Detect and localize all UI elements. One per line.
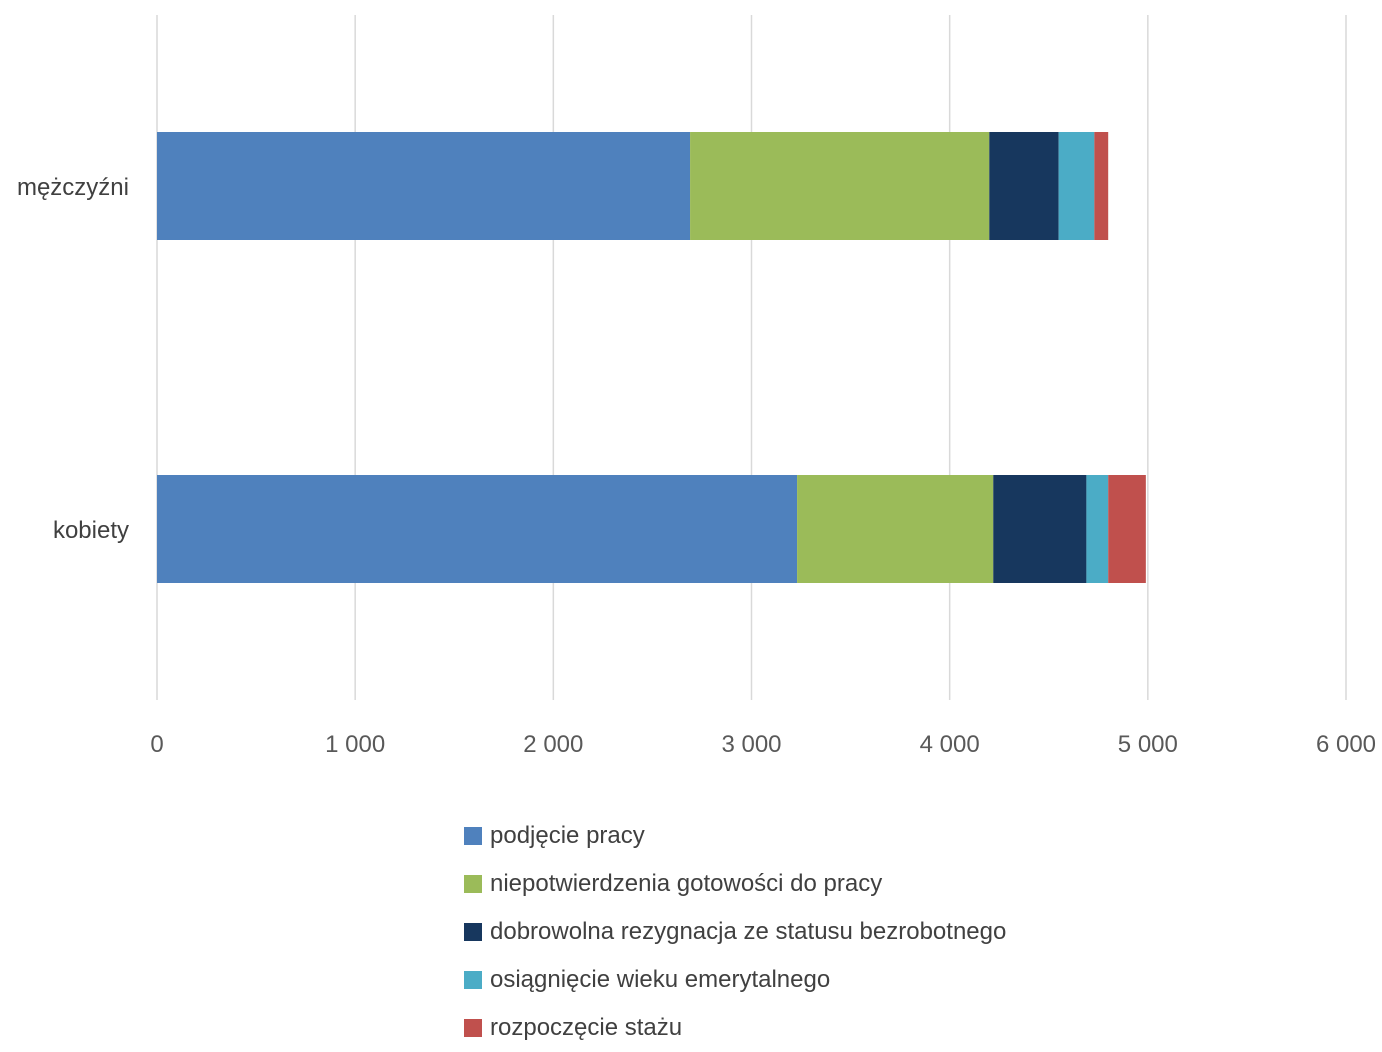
x-tick-label: 0 <box>150 731 163 758</box>
legend-swatch <box>464 875 482 893</box>
x-axis-ticks: 0 1 000 2 000 3 000 4 000 5 000 6 000 <box>150 731 1376 758</box>
bar-segment <box>690 132 990 240</box>
x-tick-label: 2 000 <box>523 731 583 758</box>
x-tick-label: 3 000 <box>721 731 781 758</box>
x-tick-label: 4 000 <box>920 731 980 758</box>
bar-segment <box>993 475 1087 583</box>
legend-label: podjęcie pracy <box>490 822 645 849</box>
category-label: mężczyźni <box>17 174 129 201</box>
x-tick-label: 5 000 <box>1118 731 1178 758</box>
bar-segment <box>797 475 994 583</box>
legend-label: rozpoczęcie stażu <box>490 1014 683 1041</box>
bars <box>157 132 1146 583</box>
legend-swatch <box>464 923 482 941</box>
bar-segment <box>989 132 1059 240</box>
legend-swatch <box>464 971 482 989</box>
legend-item: niepotwierdzenia gotowości do pracy <box>464 860 1006 908</box>
legend: podjęcie pracy niepotwierdzenia gotowości… <box>464 812 1006 1052</box>
bar-segment <box>1058 132 1095 240</box>
legend-item: podjęcie pracy <box>464 812 1006 860</box>
legend-label: osiągnięcie wieku emerytalnego <box>490 966 831 993</box>
bar-segment <box>157 475 798 583</box>
gridlines <box>156 15 1347 700</box>
legend-label: dobrowolna rezygnacja ze statusu bezrobo… <box>490 918 1007 945</box>
legend-swatch <box>464 1019 482 1037</box>
bar-segment <box>1094 132 1109 240</box>
x-tick-label: 1 000 <box>325 731 385 758</box>
legend-item: rozpoczęcie stażu <box>464 1004 1006 1052</box>
category-labels: mężczyźni kobiety <box>17 174 129 544</box>
x-tick-label: 6 000 <box>1316 731 1376 758</box>
legend-item: dobrowolna rezygnacja ze statusu bezrobo… <box>464 908 1006 956</box>
legend-swatch <box>464 827 482 845</box>
bar-chart: 0 1 000 2 000 3 000 4 000 5 000 6 000 mężczyźn… <box>17 15 1376 758</box>
bar-segment <box>1086 475 1109 583</box>
category-label: kobiety <box>53 517 129 544</box>
legend-item: osiągnięcie wieku emerytalnego <box>464 956 1006 1004</box>
bar-segment <box>1108 475 1146 583</box>
bar-segment <box>157 132 691 240</box>
legend-label: niepotwierdzenia gotowości do pracy <box>490 870 883 897</box>
